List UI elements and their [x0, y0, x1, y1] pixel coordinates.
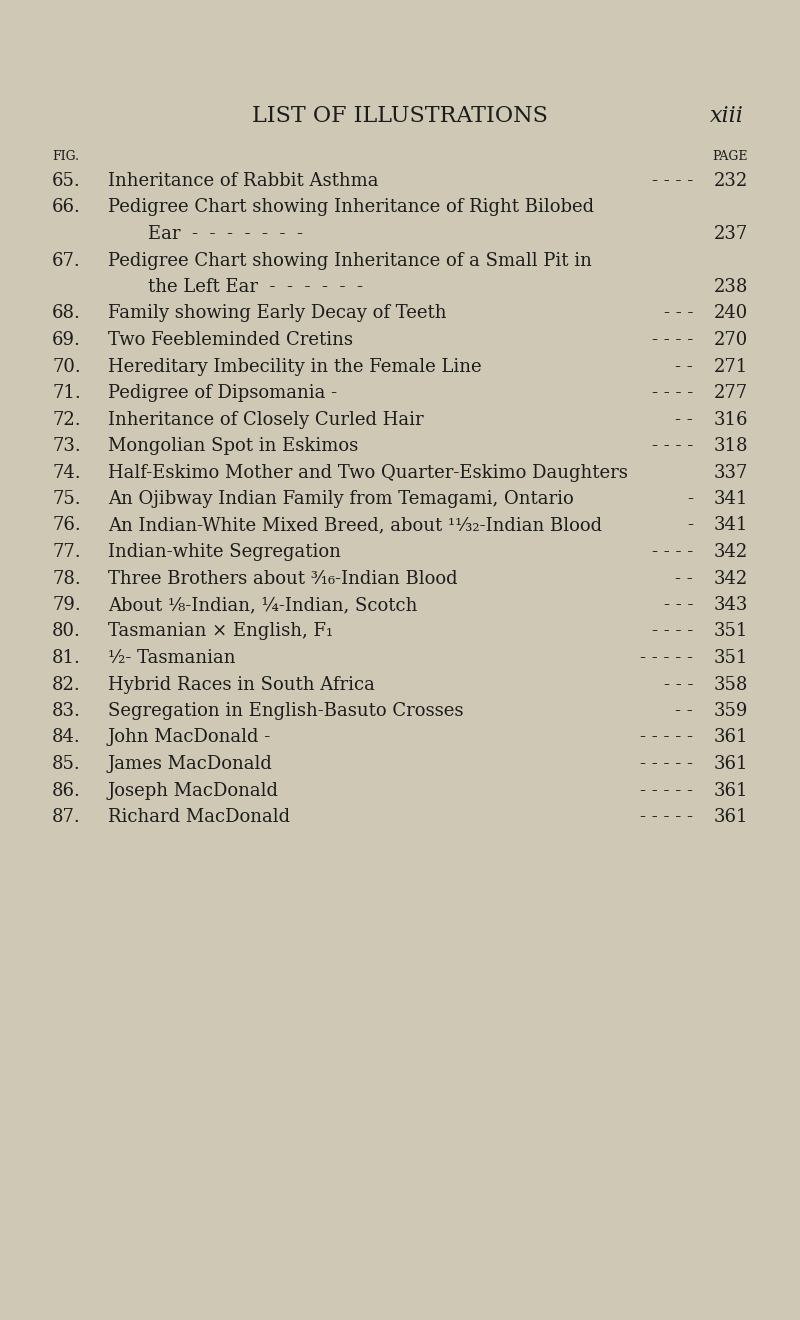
- Text: 69.: 69.: [52, 331, 81, 348]
- Text: - - - - -: - - - - -: [640, 755, 693, 774]
- Text: 361: 361: [714, 808, 748, 826]
- Text: 277: 277: [714, 384, 748, 403]
- Text: Segregation in English-Basuto Crosses: Segregation in English-Basuto Crosses: [108, 702, 463, 719]
- Text: Hereditary Imbecility in the Female Line: Hereditary Imbecility in the Female Line: [108, 358, 482, 375]
- Text: Inheritance of Closely Curled Hair: Inheritance of Closely Curled Hair: [108, 411, 424, 429]
- Text: Pedigree Chart showing Inheritance of a Small Pit in: Pedigree Chart showing Inheritance of a …: [108, 252, 592, 269]
- Text: James MacDonald: James MacDonald: [108, 755, 273, 774]
- Text: - - - -: - - - -: [652, 543, 693, 561]
- Text: 76.: 76.: [52, 516, 81, 535]
- Text: the Left Ear  -  -  -  -  -  -: the Left Ear - - - - - -: [148, 279, 363, 296]
- Text: ¹⁄₂- Tasmanian: ¹⁄₂- Tasmanian: [108, 649, 235, 667]
- Text: 80.: 80.: [52, 623, 81, 640]
- Text: 361: 361: [714, 755, 748, 774]
- Text: 86.: 86.: [52, 781, 81, 800]
- Text: 66.: 66.: [52, 198, 81, 216]
- Text: - - - - -: - - - - -: [640, 808, 693, 826]
- Text: 84.: 84.: [52, 729, 81, 747]
- Text: - - - -: - - - -: [652, 172, 693, 190]
- Text: -: -: [687, 490, 693, 508]
- Text: - -: - -: [675, 569, 693, 587]
- Text: 79.: 79.: [52, 597, 81, 614]
- Text: - - - - -: - - - - -: [640, 781, 693, 800]
- Text: 67.: 67.: [52, 252, 81, 269]
- Text: - - - -: - - - -: [652, 623, 693, 640]
- Text: - -: - -: [675, 702, 693, 719]
- Text: - -: - -: [675, 358, 693, 375]
- Text: Richard MacDonald: Richard MacDonald: [108, 808, 290, 826]
- Text: - - -: - - -: [663, 676, 693, 693]
- Text: 318: 318: [714, 437, 748, 455]
- Text: 71.: 71.: [52, 384, 81, 403]
- Text: - - - -: - - - -: [652, 437, 693, 455]
- Text: 343: 343: [714, 597, 748, 614]
- Text: Two Feebleminded Cretins: Two Feebleminded Cretins: [108, 331, 353, 348]
- Text: - - -: - - -: [663, 597, 693, 614]
- Text: - - -: - - -: [663, 305, 693, 322]
- Text: Half-Eskimo Mother and Two Quarter-Eskimo Daughters: Half-Eskimo Mother and Two Quarter-Eskim…: [108, 463, 628, 482]
- Text: 361: 361: [714, 781, 748, 800]
- Text: 359: 359: [714, 702, 748, 719]
- Text: 342: 342: [714, 543, 748, 561]
- Text: Family showing Early Decay of Teeth: Family showing Early Decay of Teeth: [108, 305, 446, 322]
- Text: Pedigree Chart showing Inheritance of Right Bilobed: Pedigree Chart showing Inheritance of Ri…: [108, 198, 594, 216]
- Text: 361: 361: [714, 729, 748, 747]
- Text: 72.: 72.: [52, 411, 81, 429]
- Text: 237: 237: [714, 224, 748, 243]
- Text: 271: 271: [714, 358, 748, 375]
- Text: - -: - -: [675, 411, 693, 429]
- Text: 81.: 81.: [52, 649, 81, 667]
- Text: 70.: 70.: [52, 358, 81, 375]
- Text: LIST OF ILLUSTRATIONS: LIST OF ILLUSTRATIONS: [252, 106, 548, 127]
- Text: 65.: 65.: [52, 172, 81, 190]
- Text: 337: 337: [714, 463, 748, 482]
- Text: 341: 341: [714, 516, 748, 535]
- Text: Hybrid Races in South Africa: Hybrid Races in South Africa: [108, 676, 375, 693]
- Text: Mongolian Spot in Eskimos: Mongolian Spot in Eskimos: [108, 437, 358, 455]
- Text: Tasmanian × English, F₁: Tasmanian × English, F₁: [108, 623, 333, 640]
- Text: - - - - -: - - - - -: [640, 649, 693, 667]
- Text: 238: 238: [714, 279, 748, 296]
- Text: 270: 270: [714, 331, 748, 348]
- Text: 351: 351: [714, 649, 748, 667]
- Text: 85.: 85.: [52, 755, 81, 774]
- Text: 341: 341: [714, 490, 748, 508]
- Text: Ear  -  -  -  -  -  -  -: Ear - - - - - - -: [148, 224, 303, 243]
- Text: An Ojibway Indian Family from Temagami, Ontario: An Ojibway Indian Family from Temagami, …: [108, 490, 574, 508]
- Text: Pedigree of Dipsomania -: Pedigree of Dipsomania -: [108, 384, 337, 403]
- Text: Joseph MacDonald: Joseph MacDonald: [108, 781, 279, 800]
- Text: 358: 358: [714, 676, 748, 693]
- Text: 342: 342: [714, 569, 748, 587]
- Text: 73.: 73.: [52, 437, 81, 455]
- Text: FIG.: FIG.: [52, 150, 79, 162]
- Text: -: -: [687, 516, 693, 535]
- Text: 82.: 82.: [52, 676, 81, 693]
- Text: - - - - -: - - - - -: [640, 729, 693, 747]
- Text: Inheritance of Rabbit Asthma: Inheritance of Rabbit Asthma: [108, 172, 378, 190]
- Text: xiii: xiii: [710, 106, 744, 127]
- Text: 74.: 74.: [52, 463, 81, 482]
- Text: John MacDonald -: John MacDonald -: [108, 729, 271, 747]
- Text: 75.: 75.: [52, 490, 81, 508]
- Text: 240: 240: [714, 305, 748, 322]
- Text: 351: 351: [714, 623, 748, 640]
- Text: - - - -: - - - -: [652, 384, 693, 403]
- Text: 68.: 68.: [52, 305, 81, 322]
- Text: 87.: 87.: [52, 808, 81, 826]
- Text: 83.: 83.: [52, 702, 81, 719]
- Text: - - - -: - - - -: [652, 331, 693, 348]
- Text: PAGE: PAGE: [713, 150, 748, 162]
- Text: 78.: 78.: [52, 569, 81, 587]
- Text: Three Brothers about ³⁄₁₆-Indian Blood: Three Brothers about ³⁄₁₆-Indian Blood: [108, 569, 458, 587]
- Text: An Indian-White Mixed Breed, about ¹¹⁄₃₂-Indian Blood: An Indian-White Mixed Breed, about ¹¹⁄₃₂…: [108, 516, 602, 535]
- Text: Indian-white Segregation: Indian-white Segregation: [108, 543, 341, 561]
- Text: 77.: 77.: [52, 543, 81, 561]
- Text: About ¹⁄₈-Indian, ¼-Indian, Scotch: About ¹⁄₈-Indian, ¼-Indian, Scotch: [108, 597, 418, 614]
- Text: 316: 316: [714, 411, 748, 429]
- Text: 232: 232: [714, 172, 748, 190]
